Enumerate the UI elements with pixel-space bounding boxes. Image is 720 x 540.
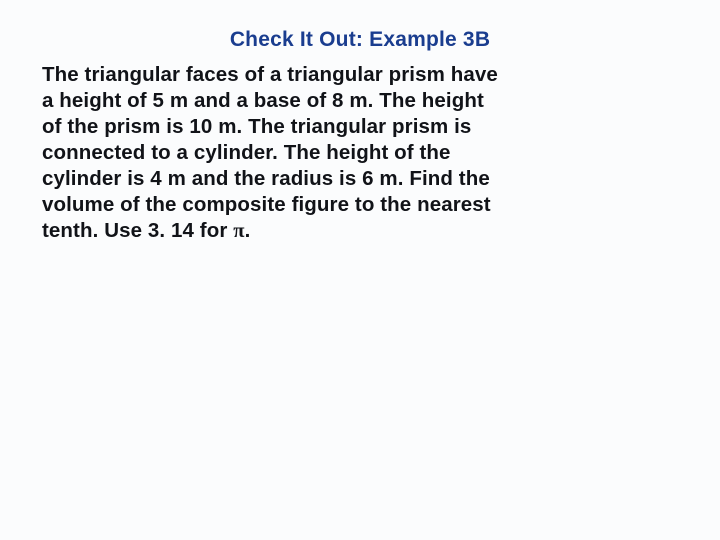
pi-symbol: π	[233, 220, 244, 242]
problem-text: The triangular faces of a triangular pri…	[42, 62, 678, 244]
slide-title: Check It Out: Example 3B	[42, 28, 678, 52]
body-line-7-post: .	[245, 219, 251, 242]
body-line-7-pre: tenth. Use 3. 14 for	[42, 219, 233, 242]
body-line-5: cylinder is 4 m and the radius is 6 m. F…	[42, 167, 490, 190]
body-line-4: connected to a cylinder. The height of t…	[42, 141, 451, 164]
body-line-1: The triangular faces of a triangular pri…	[42, 63, 498, 86]
body-line-3: of the prism is 10 m. The triangular pri…	[42, 115, 471, 138]
body-line-2: a height of 5 m and a base of 8 m. The h…	[42, 89, 484, 112]
body-line-6: volume of the composite figure to the ne…	[42, 193, 491, 216]
